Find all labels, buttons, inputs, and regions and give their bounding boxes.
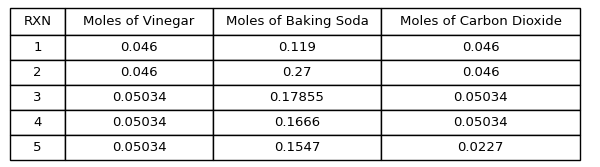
Bar [381,8,580,35]
Text: 0.05034: 0.05034 [112,91,166,104]
Text: 0.1666: 0.1666 [274,116,320,129]
Text: 0.05034: 0.05034 [112,116,166,129]
Text: 0.046: 0.046 [461,41,499,54]
Bar [381,110,580,135]
Bar [381,135,580,160]
Bar [65,8,213,35]
Bar [65,35,213,60]
Text: 0.05034: 0.05034 [453,91,508,104]
Text: 0.046: 0.046 [120,66,158,79]
Text: 5: 5 [33,141,42,154]
Bar [381,35,580,60]
Bar [65,60,213,85]
Bar [213,8,381,35]
Bar [65,110,213,135]
Bar [381,85,580,110]
Text: RXN: RXN [23,15,52,28]
Text: Moles of Vinegar: Moles of Vinegar [83,15,194,28]
Text: 3: 3 [33,91,42,104]
Bar [10,135,65,160]
Bar [213,35,381,60]
Text: 0.0227: 0.0227 [457,141,503,154]
Text: 4: 4 [34,116,41,129]
Text: 0.046: 0.046 [120,41,158,54]
Text: 0.1547: 0.1547 [274,141,320,154]
Text: 0.119: 0.119 [278,41,316,54]
Text: Moles of Baking Soda: Moles of Baking Soda [226,15,368,28]
Bar [213,60,381,85]
Text: 0.05034: 0.05034 [453,116,508,129]
Bar [10,35,65,60]
Bar [65,85,213,110]
Bar [213,110,381,135]
Bar [10,110,65,135]
Text: 0.05034: 0.05034 [112,141,166,154]
Bar [381,60,580,85]
Text: 2: 2 [33,66,42,79]
Text: 1: 1 [33,41,42,54]
Bar [65,135,213,160]
Text: 0.27: 0.27 [282,66,312,79]
Text: 0.046: 0.046 [461,66,499,79]
Text: Moles of Carbon Dioxide: Moles of Carbon Dioxide [400,15,562,28]
Bar [10,8,65,35]
Bar [213,135,381,160]
Bar [213,85,381,110]
Text: 0.17855: 0.17855 [269,91,325,104]
Bar [10,60,65,85]
Bar [10,85,65,110]
